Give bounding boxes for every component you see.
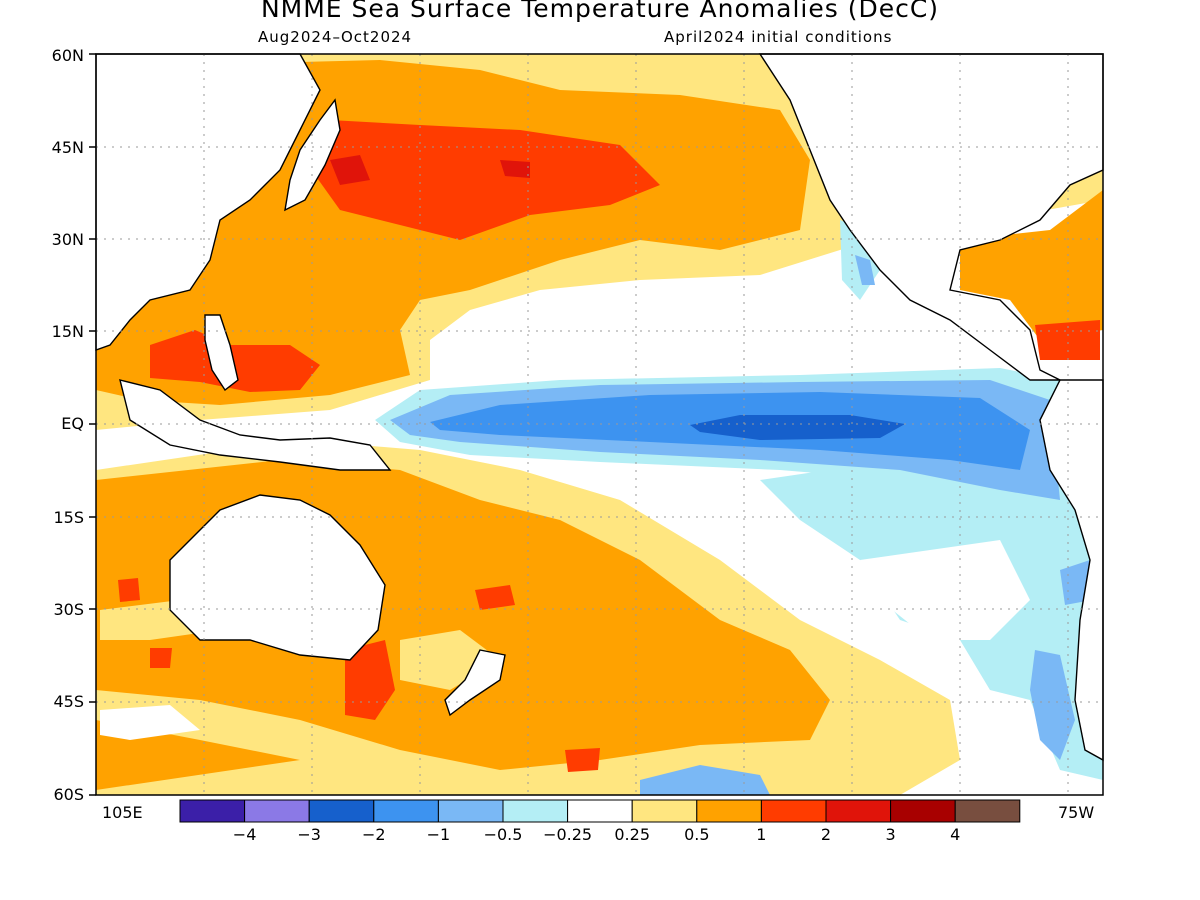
lon-label-east: 75W	[1058, 803, 1095, 822]
npac-red	[315, 120, 660, 240]
colorbar-swatch	[567, 799, 633, 823]
colorbar: −4 −3 −2 −1 −0.5 −0.25 0.25 0.5 1 2 3 4	[179, 799, 1021, 844]
spac-white-patch-2	[100, 705, 200, 740]
colorbar-swatch	[502, 799, 569, 823]
colorbar-swatch	[244, 799, 310, 823]
spac-red-2	[565, 748, 600, 772]
sepac-white	[860, 540, 1030, 640]
lat-label-30n: 30N	[51, 230, 84, 249]
colorbar-label: 0.5	[684, 825, 709, 844]
forecast-period: Aug2024–Oct2024	[258, 28, 413, 46]
lat-label-45s: 45S	[53, 692, 84, 711]
colorbar-label: −0.5	[484, 825, 523, 844]
eq-cool-2	[690, 415, 905, 440]
colorbar-label: −2	[362, 825, 386, 844]
colorbar-label: −1	[427, 825, 451, 844]
spac-red-1	[475, 585, 515, 610]
north-america	[758, 53, 1104, 381]
caribbean-red	[1035, 320, 1100, 360]
spac-red-3	[118, 578, 140, 602]
colorbar-label: −0.25	[543, 825, 592, 844]
lat-ticks	[89, 53, 96, 796]
new-zealand	[444, 649, 506, 717]
colorbar-label: −4	[233, 825, 257, 844]
colorbar-swatch	[825, 799, 892, 823]
colorbar-swatch	[696, 799, 762, 823]
initial-conditions: April2024 initial conditions	[664, 28, 893, 46]
philippines	[204, 314, 239, 392]
japan	[284, 98, 341, 212]
lat-label-30s: 30S	[53, 600, 84, 619]
land	[95, 53, 1104, 762]
map-title: NMME Sea Surface Temperature Anomalies (…	[260, 0, 940, 23]
colorbar-label: 0.25	[614, 825, 650, 844]
colorbar-swatch	[760, 799, 827, 823]
colorbar-label: 4	[950, 825, 960, 844]
asia-coast	[95, 53, 321, 351]
npac-darkred-2	[500, 160, 530, 178]
colorbar-label: 3	[886, 825, 896, 844]
atlantic-orange	[960, 190, 1103, 340]
colorbar-swatch	[179, 799, 246, 823]
npac-darkred	[330, 155, 370, 185]
lat-label-eq: EQ	[61, 414, 84, 433]
colorbar-label: 2	[821, 825, 831, 844]
spac-red-4	[150, 648, 172, 668]
colorbar-swatch	[890, 799, 956, 823]
southern-cool	[640, 765, 770, 795]
lat-label-60s: 60S	[53, 785, 84, 804]
anomaly-field	[96, 54, 1103, 795]
lon-label-west: 105E	[102, 803, 143, 822]
australia	[169, 494, 386, 661]
ne-pacific-cool-2	[855, 255, 875, 285]
sepac-blue	[1030, 650, 1075, 760]
lat-label-15s: 15S	[53, 508, 84, 527]
colorbar-swatch	[631, 799, 698, 823]
lat-label-15n: 15N	[51, 322, 84, 341]
colorbar-swatch	[373, 799, 439, 823]
philippine-red	[150, 330, 320, 392]
lat-label-60n: 60N	[51, 46, 84, 65]
colorbar-swatch	[308, 799, 375, 823]
lat-label-45n: 45N	[51, 138, 84, 157]
colorbar-label: −3	[297, 825, 321, 844]
colorbar-swatch	[437, 799, 504, 823]
indonesia	[119, 379, 392, 471]
grid	[96, 54, 1103, 795]
tasman-red	[345, 640, 395, 720]
colorbar-swatch	[954, 799, 1021, 823]
colorbar-label: 1	[756, 825, 766, 844]
